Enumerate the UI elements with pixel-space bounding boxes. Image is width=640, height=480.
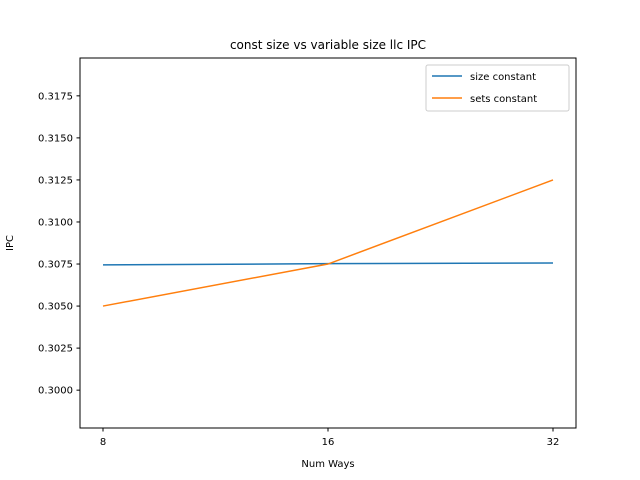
x-tick-label: 16: [322, 437, 335, 448]
y-tick-label: 0.3100: [38, 217, 73, 228]
y-tick-label: 0.3125: [38, 175, 73, 186]
legend-label-size-constant: size constant: [470, 72, 536, 83]
chart-title: const size vs variable size llc IPC: [230, 38, 426, 52]
y-tick-label: 0.3000: [38, 386, 73, 397]
y-axis: 0.3000 0.3025 0.3050 0.3075 0.3100 0.3125 0.31…: [38, 91, 80, 397]
x-tick-label: 8: [100, 437, 106, 448]
x-axis: 8 16 32: [100, 428, 560, 448]
series-line-sets-constant: [102, 179, 554, 307]
y-tick-label: 0.3075: [38, 260, 73, 271]
y-tick-label: 0.3150: [38, 133, 73, 144]
y-tick-label: 0.3050: [38, 302, 73, 313]
legend-label-sets-constant: sets constant: [470, 94, 537, 105]
x-axis-label: Num Ways: [301, 459, 354, 470]
legend: size constant sets constant: [425, 64, 570, 112]
series-layer: [102, 179, 554, 307]
y-tick-label: 0.3175: [38, 91, 73, 102]
y-axis-label: IPC: [5, 235, 16, 251]
x-tick-label: 32: [547, 437, 560, 448]
y-tick-label: 0.3025: [38, 344, 73, 355]
